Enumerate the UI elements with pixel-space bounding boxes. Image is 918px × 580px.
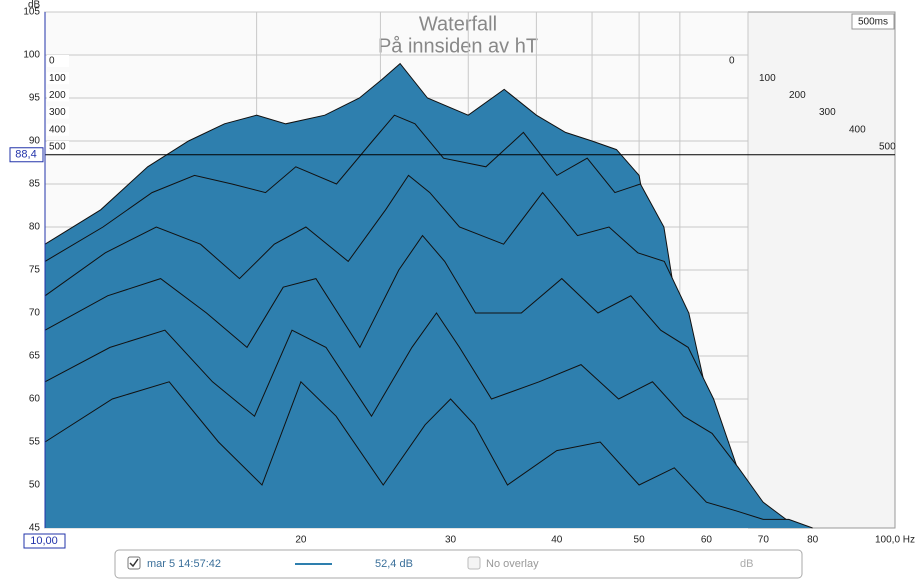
x-tick-label: 100,0 Hz (875, 535, 915, 546)
y-tick-label: 95 (29, 93, 41, 104)
slice-area (45, 381, 813, 528)
y-tick-label: 65 (29, 351, 41, 362)
z-tick-label: 500 (49, 142, 66, 153)
x-tick-label: 70 (758, 535, 770, 546)
slice-line (44, 380, 813, 529)
x-tick-label: 30 (445, 535, 457, 546)
z-tick-label: 100 (49, 73, 66, 84)
y-tick-label: 80 (29, 222, 41, 233)
y-tick-label: 85 (29, 179, 41, 190)
cursor-x-box (23, 533, 66, 549)
x-tick-label: 40 (551, 535, 563, 546)
overlay-unit: dB (740, 558, 753, 570)
x-tick-label: 80 (807, 535, 819, 546)
y-tick-label: 60 (29, 394, 41, 405)
z-tick-box (47, 55, 69, 67)
time-span-box (851, 13, 895, 30)
y-tick-label: 100 (23, 50, 40, 61)
cursor-y-box (9, 147, 44, 163)
footer-bar (114, 549, 803, 579)
z-tick-label: 0 (49, 56, 55, 67)
chart-title: Waterfall (419, 13, 497, 35)
y-tick-label: 50 (29, 480, 41, 491)
z-tick-label: 0 (729, 56, 735, 67)
z-tick-label: 400 (849, 124, 866, 135)
cursor-x-label: 10,00 (30, 535, 58, 547)
z-tick-label: 300 (819, 107, 836, 118)
y-tick-label: 75 (29, 265, 41, 276)
slice-line (44, 62, 681, 417)
slice-line (44, 174, 734, 486)
checkbox[interactable] (127, 556, 141, 570)
y-unit: dB (28, 0, 41, 11)
y-tick-label: 105 (23, 7, 40, 18)
y-tick-label: 90 (29, 136, 41, 147)
z-tick-label: 200 (789, 90, 806, 101)
z-tick-box (47, 141, 69, 153)
slice-line (44, 312, 787, 520)
z-tick-label: 200 (49, 90, 66, 101)
x-tick-label: 60 (701, 535, 713, 546)
z-tick-label: 500 (879, 142, 896, 153)
z-tick-label: 100 (759, 73, 776, 84)
y-tick-label: 55 (29, 437, 41, 448)
check-mark (129, 558, 139, 568)
slice-line (44, 234, 760, 503)
level: 52,4 dB (375, 558, 413, 570)
y-tick-label: 70 (29, 308, 41, 319)
cursor-y-label: 88,4 (15, 149, 36, 161)
x-tick-label: 50 (634, 535, 646, 546)
timestamp: mar 5 14:57:42 (147, 558, 221, 570)
chart-subtitle: På innsiden av hT (378, 35, 538, 57)
z-tick-label: 300 (49, 107, 66, 118)
z-tick-box (47, 89, 69, 102)
slice-line (44, 114, 707, 468)
overlay: No overlay (486, 558, 539, 570)
overlay-checkbox[interactable] (467, 556, 481, 570)
z-tick-box (47, 123, 69, 136)
x-tick-label: 20 (295, 535, 307, 546)
z-tick-label: 400 (49, 124, 66, 135)
z-tick-box (47, 72, 69, 85)
time-span: 500ms (858, 17, 888, 28)
y-tick-label: 45 (29, 523, 41, 534)
z-tick-box (47, 106, 69, 119)
plot: 45 50 55 60 65 70 75 80 85 90 95 100 105 20 30 40 50 60 70… (9, 7, 915, 549)
